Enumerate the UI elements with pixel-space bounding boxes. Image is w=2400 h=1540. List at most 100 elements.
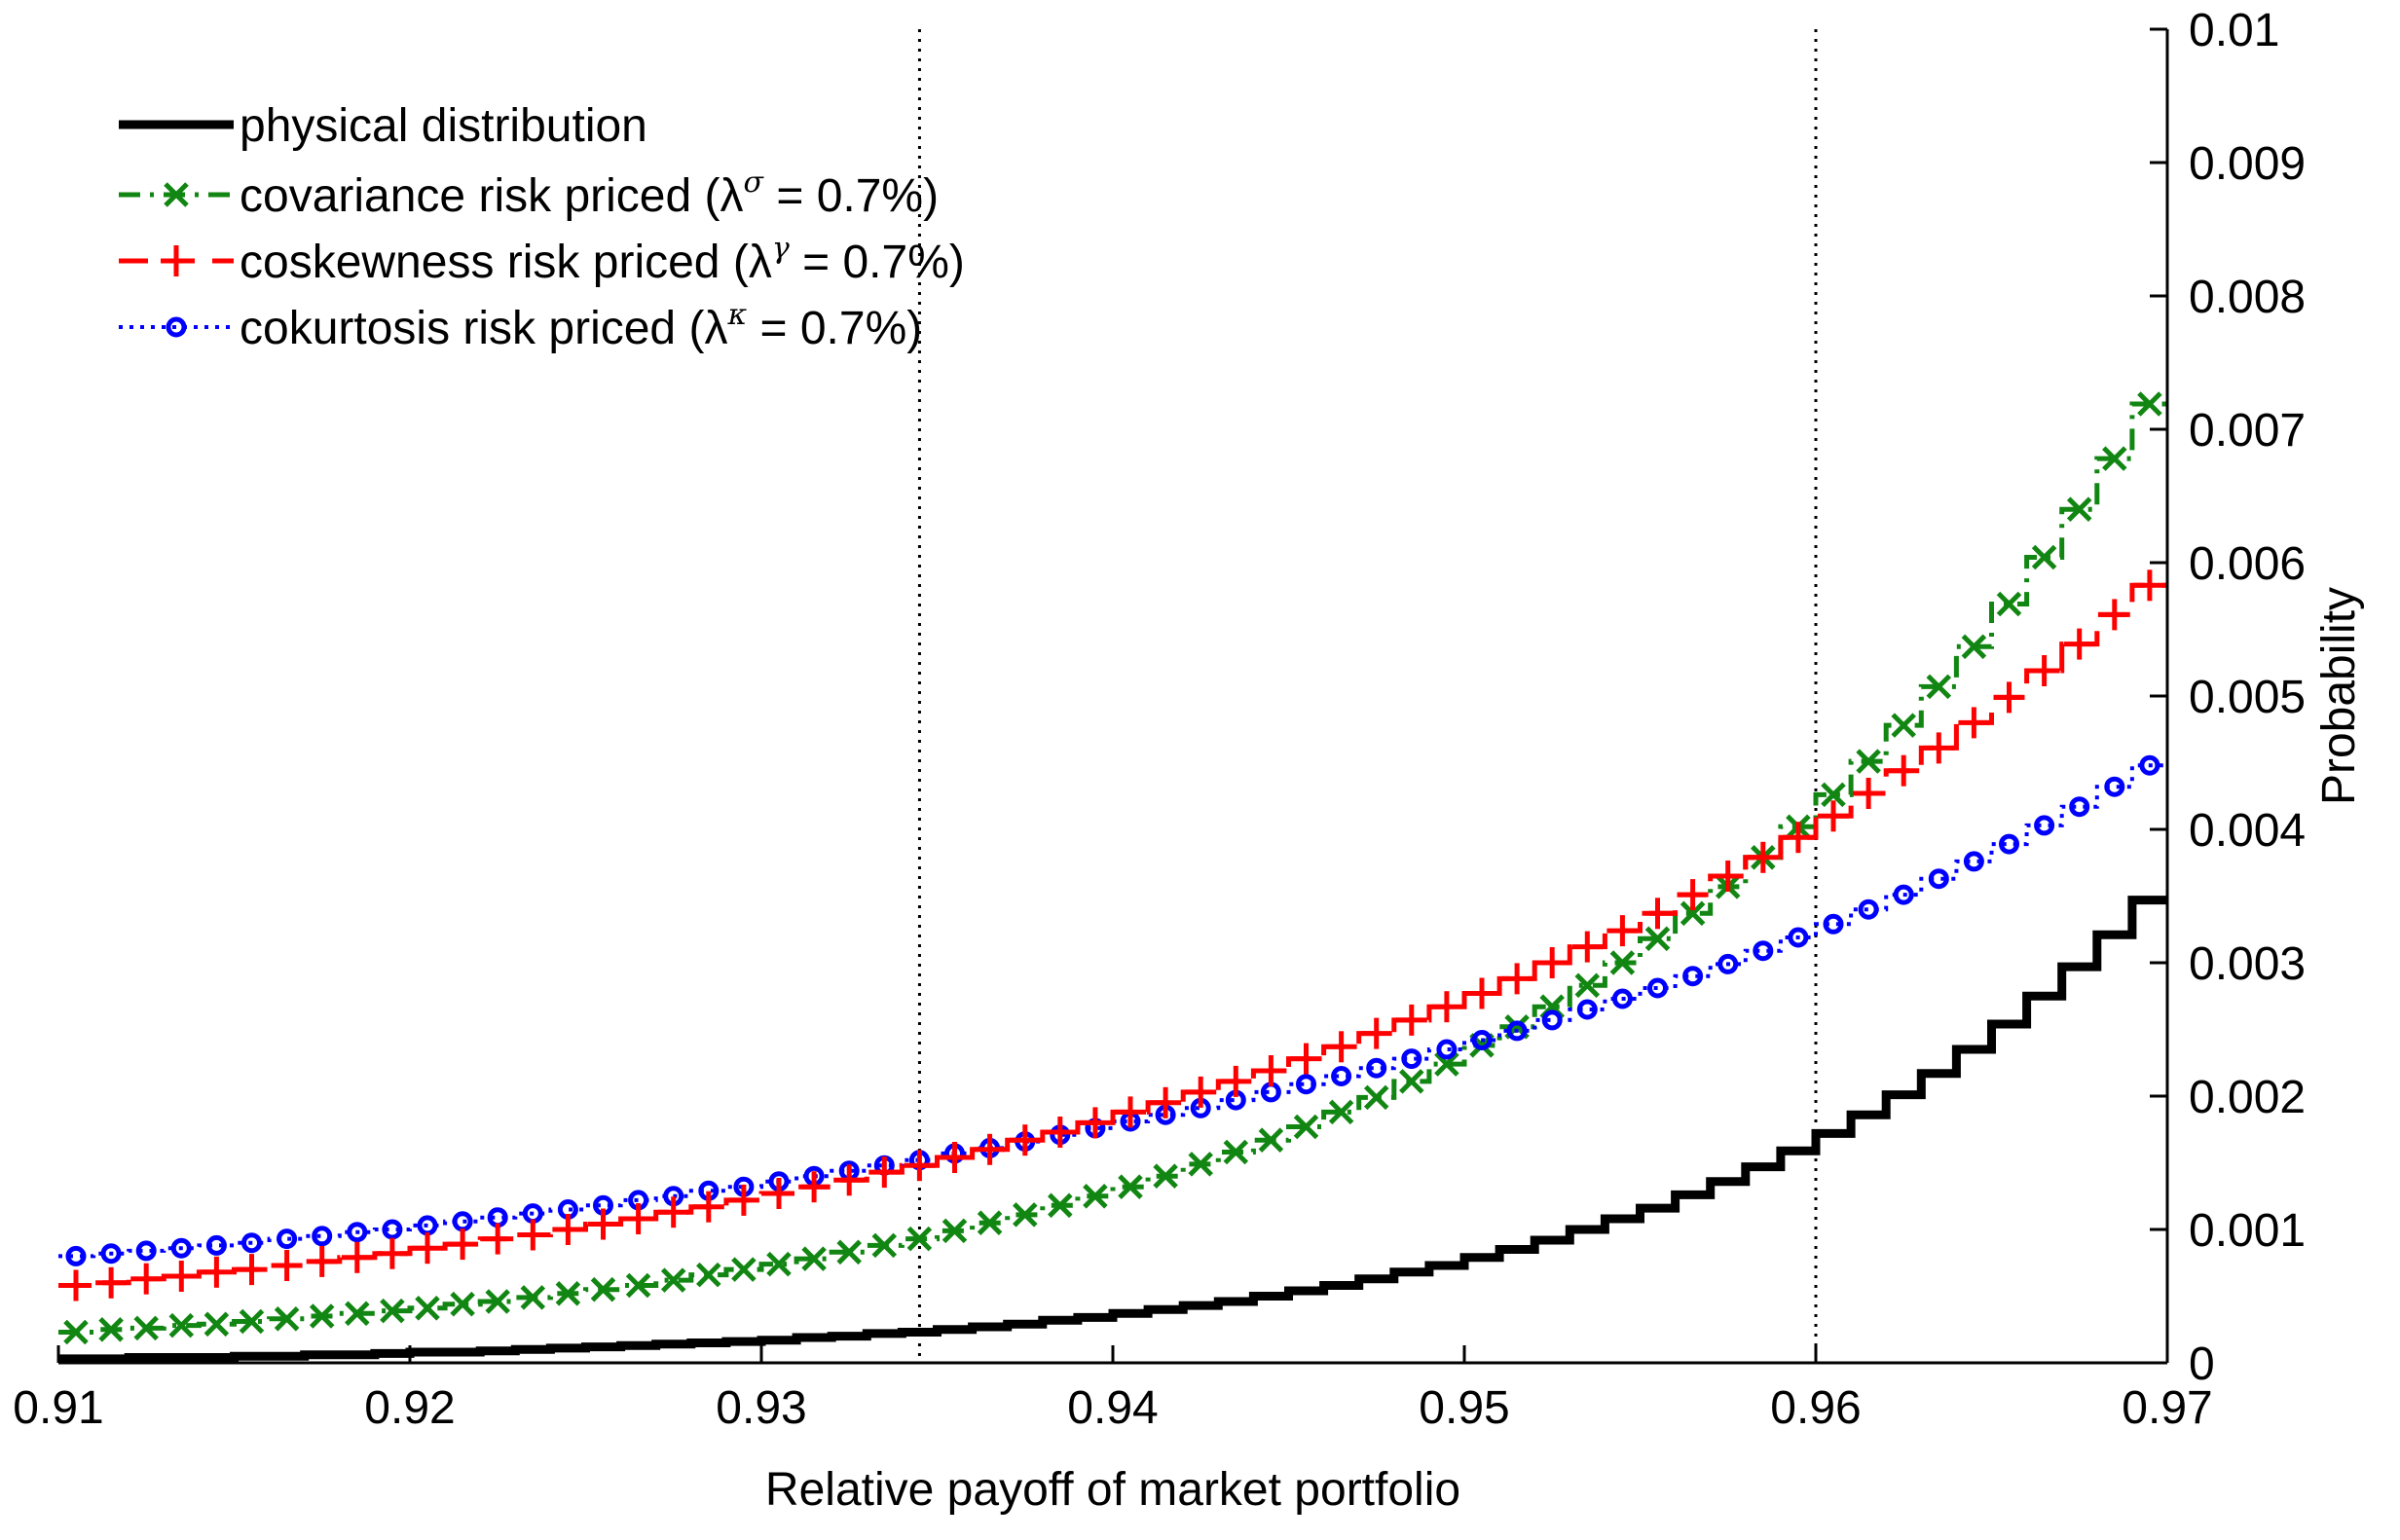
data-point-covariance	[1399, 1069, 1424, 1094]
data-point-cokurtosis	[1576, 999, 1598, 1020]
x-tick-label: 0.93	[716, 1382, 806, 1434]
legend-coskewness-sup: γ	[772, 232, 790, 266]
data-point-coskewness	[727, 1184, 759, 1216]
y-axis-title: Probability	[2313, 587, 2365, 805]
y-tick-label: 0.004	[2189, 805, 2306, 857]
data-point-covariance	[1574, 972, 1601, 999]
data-point-covariance	[555, 1281, 581, 1306]
data-point-covariance	[590, 1276, 616, 1302]
data-point-covariance	[380, 1298, 405, 1324]
data-point-cokurtosis	[1331, 1066, 1352, 1086]
data-point-cokurtosis	[205, 1234, 227, 1256]
data-point-covariance	[345, 1301, 370, 1327]
reference-lines	[917, 29, 1818, 1363]
y-tick-label: 0	[2189, 1338, 2215, 1390]
data-point-cokurtosis	[347, 1222, 368, 1243]
data-point-coskewness	[1642, 898, 1674, 930]
data-point-coskewness	[201, 1256, 233, 1288]
data-point-covariance	[274, 1306, 300, 1332]
series-line-physical	[58, 896, 2167, 1364]
data-point-cokurtosis	[1717, 953, 1739, 974]
data-point-coskewness	[482, 1223, 514, 1255]
data-point-coskewness	[1818, 800, 1849, 832]
data-point-coskewness	[622, 1203, 654, 1234]
x-tick-label: 0.94	[1067, 1382, 1158, 1434]
legend-coskewness-text: coskewness risk priced (λ	[240, 237, 772, 288]
data-point-coskewness	[1571, 931, 1604, 963]
data-point-covariance	[1258, 1127, 1284, 1153]
data-point-coskewness	[341, 1241, 373, 1273]
data-point-coskewness	[236, 1254, 268, 1286]
legend-covariance-tail: = 0.7%)	[763, 170, 939, 222]
data-point-coskewness	[1501, 963, 1533, 995]
y-tick-label: 0.006	[2189, 538, 2306, 590]
data-point-coskewness	[974, 1133, 1006, 1165]
series-physical	[58, 896, 2167, 1364]
legend-marker-covariance	[164, 182, 189, 207]
legend: physical distribution covariance risk pr…	[119, 100, 965, 354]
data-point-coskewness	[1255, 1055, 1287, 1086]
y-tick-label: 0.002	[2189, 1072, 2306, 1123]
data-point-covariance	[520, 1285, 546, 1310]
data-point-coskewness	[1958, 707, 1990, 739]
data-point-covariance	[1293, 1114, 1319, 1140]
legend-label-coskewness: coskewness risk priced (λγ = 0.7%)	[240, 232, 965, 288]
x-tick-label: 0.95	[1419, 1382, 1509, 1434]
legend-cokurtosis-tail: = 0.7%)	[747, 303, 922, 354]
data-point-covariance	[1926, 674, 1952, 700]
data-point-cokurtosis	[2139, 754, 2160, 776]
data-point-coskewness	[1325, 1031, 1357, 1063]
data-point-covariance	[766, 1251, 792, 1277]
x-tick-label: 0.97	[2122, 1382, 2212, 1434]
data-point-covariance	[2066, 496, 2092, 522]
data-point-covariance	[977, 1210, 1003, 1235]
data-point-covariance	[450, 1291, 475, 1317]
data-point-coskewness	[904, 1150, 936, 1182]
data-point-coskewness	[1044, 1117, 1076, 1148]
data-point-covariance	[63, 1319, 89, 1345]
data-point-covariance	[239, 1308, 265, 1335]
data-point-coskewness	[798, 1171, 831, 1203]
data-point-covariance	[731, 1257, 757, 1282]
data-point-coskewness	[2098, 599, 2130, 631]
data-point-cokurtosis	[1611, 988, 1633, 1009]
data-point-coskewness	[1395, 1004, 1427, 1036]
data-point-covariance	[942, 1218, 968, 1244]
data-point-covariance	[2137, 391, 2162, 417]
x-axis-title: Relative payoff of market portfolio	[765, 1464, 1460, 1516]
data-point-cokurtosis	[487, 1207, 508, 1228]
data-point-cokurtosis	[1506, 1020, 1528, 1042]
data-point-coskewness	[657, 1196, 689, 1228]
data-point-coskewness	[412, 1232, 443, 1265]
data-point-cokurtosis	[1858, 898, 1879, 920]
legend-marker-coskewness	[161, 245, 192, 276]
data-point-covariance	[1118, 1174, 1143, 1199]
data-point-cokurtosis	[2069, 796, 2090, 818]
x-tick-label: 0.96	[1770, 1382, 1861, 1434]
data-point-coskewness	[833, 1164, 866, 1196]
series-coskewness	[58, 569, 2167, 1302]
data-point-covariance	[801, 1246, 827, 1271]
data-point-cokurtosis	[1401, 1048, 1422, 1070]
series-line-coskewness	[58, 582, 2167, 1288]
x-tick-label: 0.91	[13, 1382, 103, 1434]
data-point-coskewness	[2063, 628, 2095, 660]
data-point-coskewness	[1115, 1096, 1146, 1128]
data-point-coskewness	[447, 1228, 479, 1261]
y-tick-label: 0.01	[2189, 5, 2279, 56]
data-point-cokurtosis	[1260, 1082, 1281, 1103]
x-tick-label: 0.92	[364, 1382, 455, 1434]
data-point-cokurtosis	[135, 1240, 157, 1262]
ticks: 0.91 0.92 0.93 0.94 0.95 0.96 0.970 0.001 0.002 0…	[13, 5, 2306, 1434]
data-point-coskewness	[1853, 778, 1885, 809]
series-layer	[58, 391, 2167, 1364]
data-point-cokurtosis	[277, 1228, 298, 1250]
data-point-coskewness	[939, 1142, 971, 1173]
data-point-covariance	[1821, 782, 1846, 808]
legend-label-covariance: covariance risk priced (λσ = 0.7%)	[240, 165, 939, 222]
data-point-cokurtosis	[382, 1219, 403, 1240]
data-point-cokurtosis	[452, 1211, 473, 1232]
data-point-coskewness	[1923, 732, 1955, 764]
data-point-cokurtosis	[1893, 884, 1914, 905]
data-point-cokurtosis	[1928, 868, 1949, 890]
